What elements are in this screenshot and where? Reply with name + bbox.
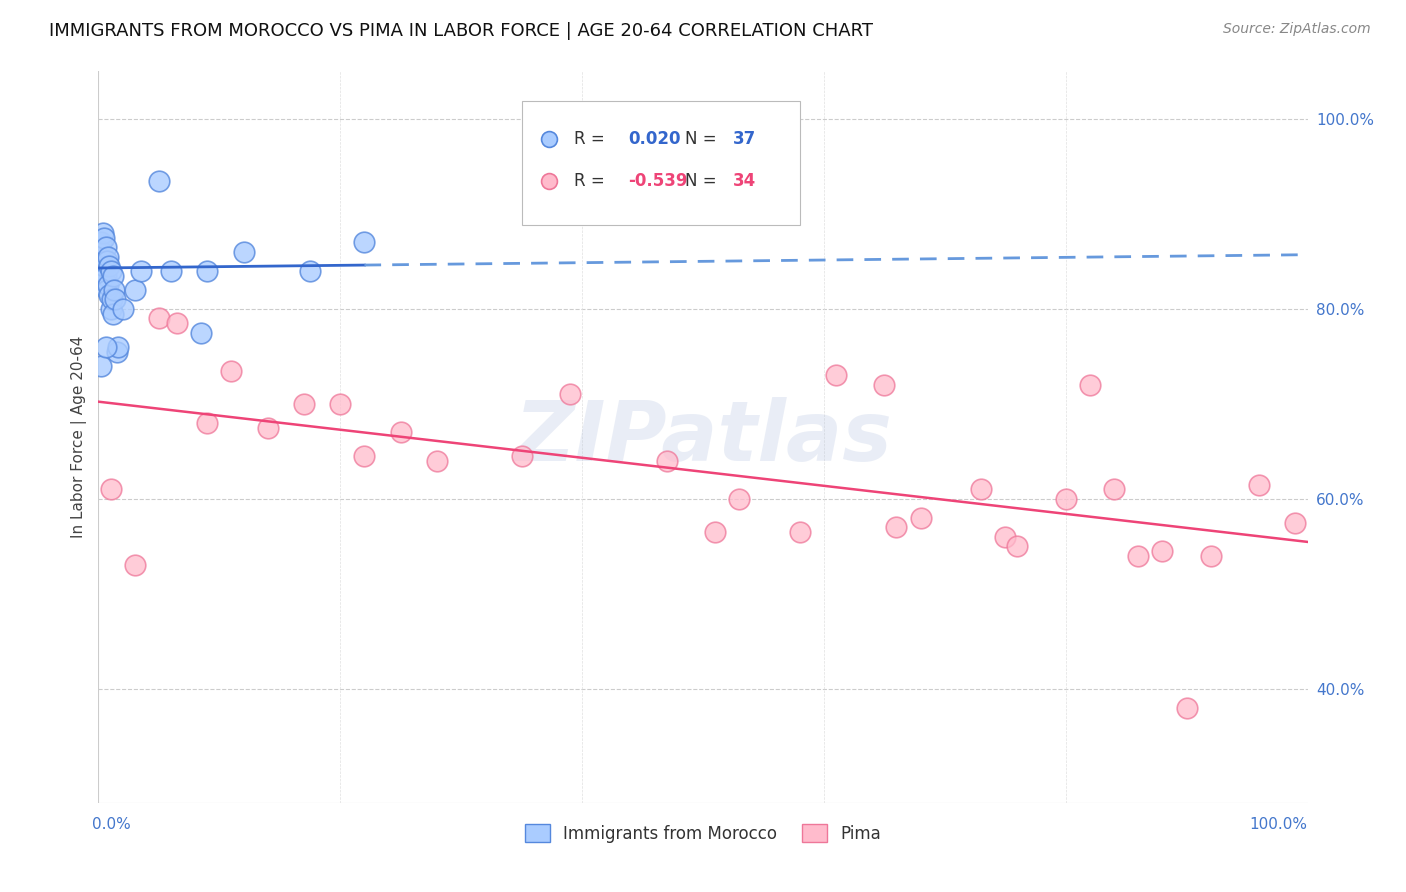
Point xyxy=(1199,549,1222,563)
Text: 0.020: 0.020 xyxy=(628,130,681,148)
Point xyxy=(91,264,114,278)
Point xyxy=(97,250,120,264)
Point xyxy=(160,264,183,278)
Point xyxy=(148,173,170,187)
Point xyxy=(100,483,122,497)
Point xyxy=(970,483,993,497)
Point xyxy=(1284,516,1306,530)
Point xyxy=(107,340,129,354)
Text: -0.539: -0.539 xyxy=(628,172,688,190)
Point xyxy=(256,420,278,434)
Point xyxy=(103,283,125,297)
Point xyxy=(93,259,115,273)
Point xyxy=(166,316,188,330)
Point xyxy=(104,293,127,307)
Point xyxy=(538,200,561,214)
Point xyxy=(100,301,122,316)
Point xyxy=(98,287,121,301)
Point xyxy=(124,283,146,297)
Point xyxy=(538,254,561,268)
Point xyxy=(558,387,581,401)
Point xyxy=(510,449,533,463)
Point xyxy=(232,244,254,259)
Point xyxy=(825,368,848,383)
Y-axis label: In Labor Force | Age 20-64: In Labor Force | Age 20-64 xyxy=(72,336,87,538)
Point xyxy=(886,520,908,534)
Text: R =: R = xyxy=(574,172,610,190)
Text: 34: 34 xyxy=(734,172,756,190)
Point xyxy=(94,240,117,254)
Point xyxy=(96,254,118,268)
Point xyxy=(353,449,375,463)
Point xyxy=(1175,701,1198,715)
Text: 0.0%: 0.0% xyxy=(93,817,131,832)
Text: 37: 37 xyxy=(734,130,756,148)
Text: N =: N = xyxy=(685,172,721,190)
Point xyxy=(1078,377,1101,392)
Point xyxy=(655,454,678,468)
Point xyxy=(190,326,212,340)
Point xyxy=(1054,491,1077,506)
Point xyxy=(97,278,120,293)
Point xyxy=(93,230,115,244)
Text: 100.0%: 100.0% xyxy=(1250,817,1308,832)
Point xyxy=(195,264,218,278)
Point xyxy=(704,524,727,539)
Point xyxy=(426,454,449,468)
Point xyxy=(94,340,117,354)
Point xyxy=(148,311,170,326)
Point xyxy=(299,264,322,278)
Point xyxy=(873,377,896,392)
Point xyxy=(91,244,114,259)
Text: ZIPatlas: ZIPatlas xyxy=(515,397,891,477)
Point xyxy=(90,359,112,373)
Point xyxy=(1007,539,1029,553)
Point xyxy=(89,250,111,264)
Point xyxy=(124,558,146,573)
Point xyxy=(100,264,122,278)
Point xyxy=(1249,477,1271,491)
Point xyxy=(94,268,117,283)
Point xyxy=(101,268,124,283)
Point xyxy=(96,283,118,297)
Point xyxy=(728,491,751,506)
Point xyxy=(1152,544,1174,558)
Text: IMMIGRANTS FROM MOROCCO VS PIMA IN LABOR FORCE | AGE 20-64 CORRELATION CHART: IMMIGRANTS FROM MOROCCO VS PIMA IN LABOR… xyxy=(49,22,873,40)
Point xyxy=(105,344,128,359)
Point xyxy=(129,264,152,278)
Point xyxy=(292,397,315,411)
Point xyxy=(90,235,112,250)
Legend: Immigrants from Morocco, Pima: Immigrants from Morocco, Pima xyxy=(519,818,887,849)
Point xyxy=(195,416,218,430)
FancyBboxPatch shape xyxy=(522,101,800,225)
Point xyxy=(994,530,1017,544)
Point xyxy=(91,226,114,240)
Point xyxy=(1102,483,1125,497)
Point xyxy=(329,397,352,411)
Text: Source: ZipAtlas.com: Source: ZipAtlas.com xyxy=(1223,22,1371,37)
Point xyxy=(101,307,124,321)
Text: N =: N = xyxy=(685,130,721,148)
Point xyxy=(910,511,932,525)
Point xyxy=(221,363,243,377)
Point xyxy=(100,293,122,307)
Text: R =: R = xyxy=(574,130,610,148)
Point xyxy=(111,301,134,316)
Point xyxy=(91,273,114,287)
Point xyxy=(389,425,412,440)
Point xyxy=(789,524,811,539)
Point xyxy=(353,235,375,250)
Point xyxy=(98,259,121,273)
Point xyxy=(1128,549,1150,563)
